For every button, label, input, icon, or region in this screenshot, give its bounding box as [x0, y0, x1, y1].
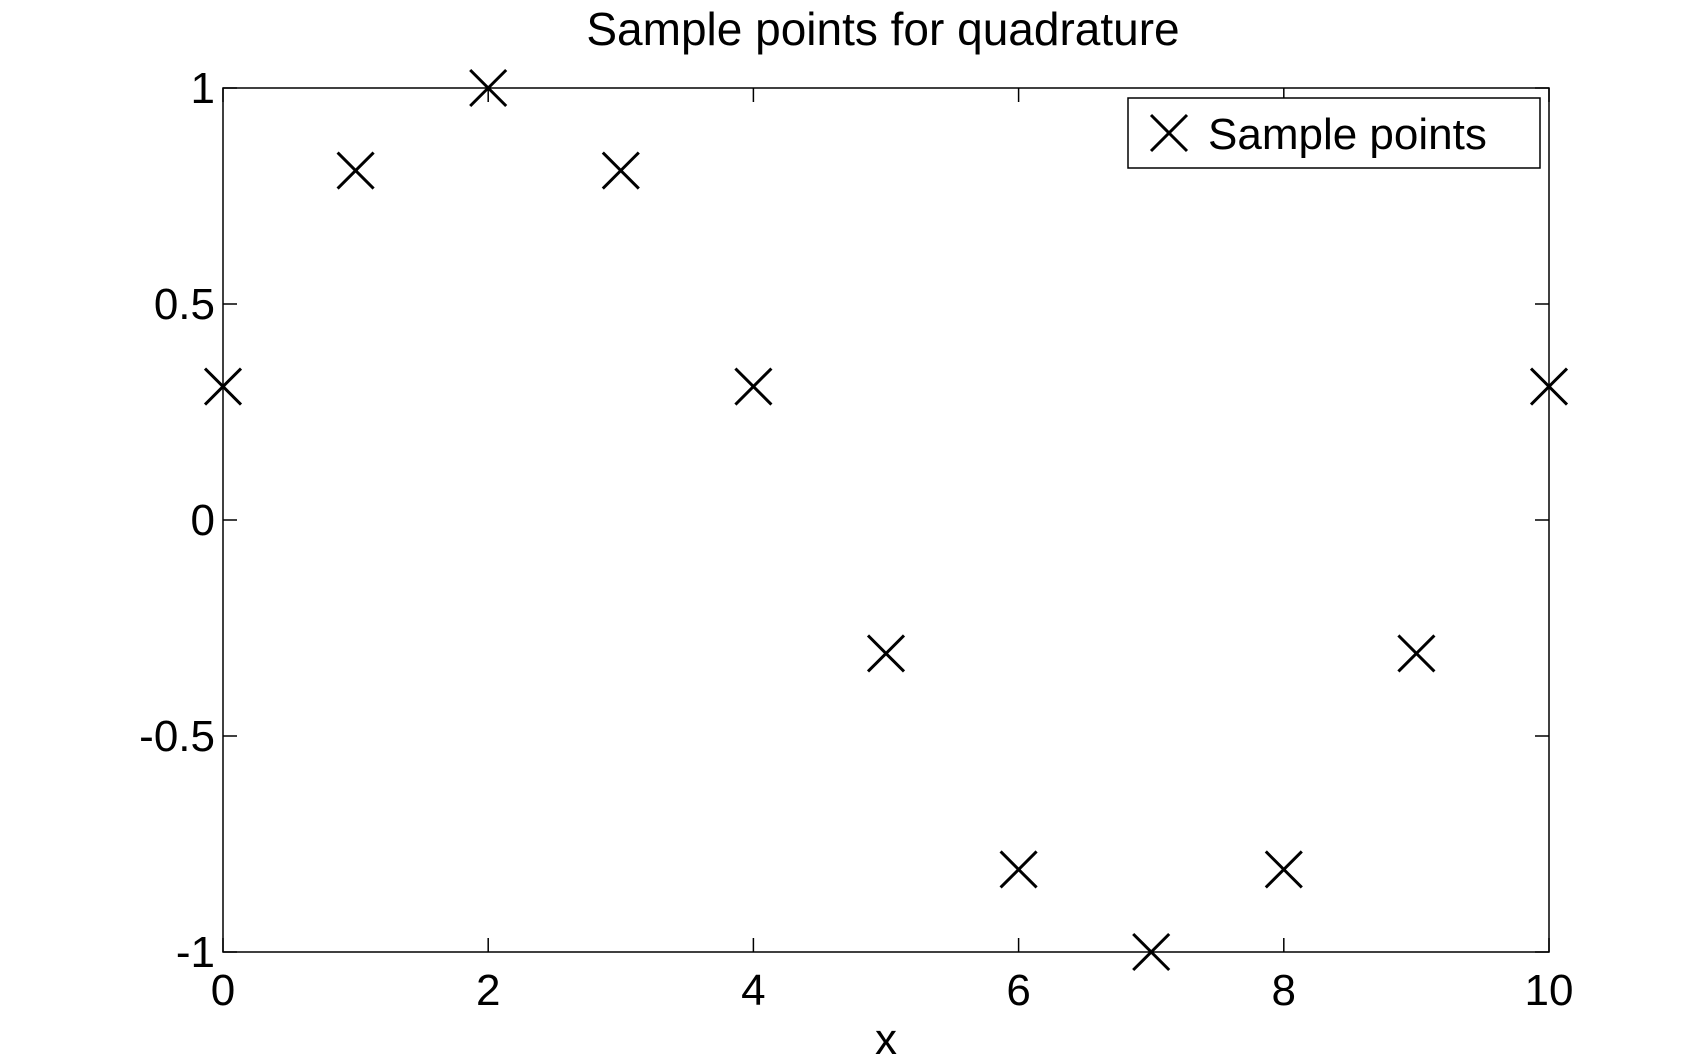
data-point [1397, 634, 1436, 673]
x-axis-ticks: 0 2 4 6 8 10 [211, 88, 1574, 1015]
x-tick-label: 2 [476, 966, 500, 1015]
legend: Sample points [1127, 97, 1541, 169]
y-tick-label: -0.5 [139, 712, 215, 761]
x-tick-label: 4 [741, 966, 765, 1015]
legend-box [1127, 97, 1541, 169]
data-point [1132, 932, 1171, 972]
data-point [734, 367, 773, 406]
y-tick-label: 0.5 [154, 280, 215, 329]
data-point [336, 151, 375, 190]
data-point [866, 634, 906, 673]
y-tick-label: 0 [191, 496, 215, 545]
data-point [469, 68, 508, 108]
x-axis-label: x [875, 1015, 897, 1057]
data-points [203, 68, 1569, 972]
data-point [999, 850, 1038, 889]
x-tick-label: 6 [1006, 966, 1030, 1015]
y-tick-label: 1 [191, 64, 215, 113]
y-axis-ticks: -1 -0.5 0 0.5 1 [139, 64, 1549, 977]
chart-title: Sample points for quadrature [586, 3, 1179, 55]
x-tick-label: 0 [211, 966, 235, 1015]
data-point [1264, 850, 1303, 889]
data-point [601, 151, 640, 190]
legend-label: Sample points [1208, 110, 1487, 159]
x-tick-label: 8 [1272, 966, 1296, 1015]
x-tick-label: 10 [1525, 966, 1574, 1015]
data-point [1529, 367, 1569, 406]
y-tick-label: -1 [176, 928, 215, 977]
data-point [203, 367, 243, 406]
legend-marker [1149, 113, 1189, 153]
